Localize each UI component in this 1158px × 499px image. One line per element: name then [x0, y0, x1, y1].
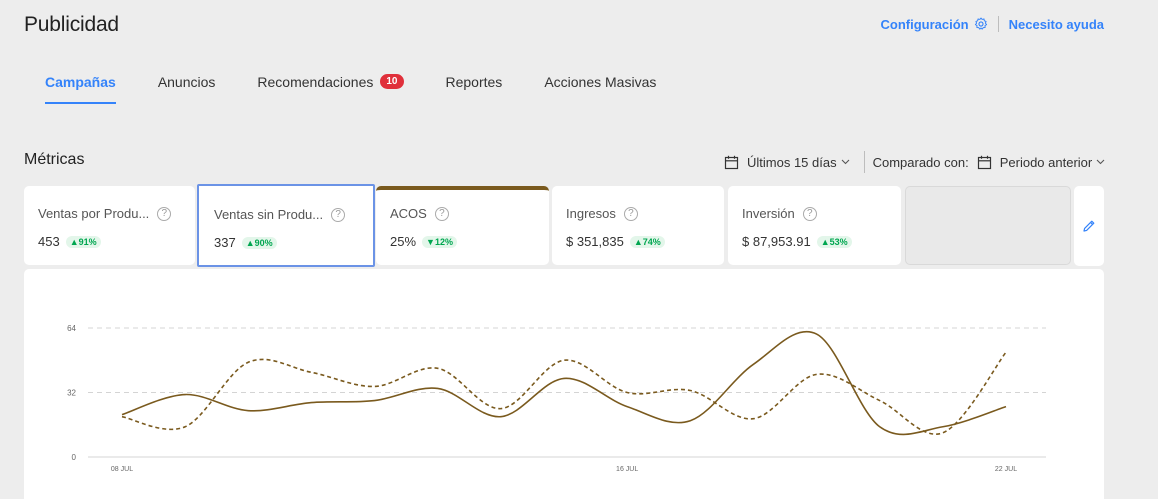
line-chart: 0 32 64 08 JUL 16 JUL 22 JUL: [67, 324, 1046, 473]
config-link[interactable]: Configuración: [881, 17, 988, 32]
y-tick-label: 32: [67, 389, 76, 398]
tab-label: Acciones Masivas: [544, 74, 657, 90]
period-value: Últimos 15 días: [747, 154, 837, 170]
chevron-down-icon: [841, 159, 849, 165]
divider: [863, 151, 865, 173]
metric-value-text: $ 351,835: [566, 234, 624, 249]
help-icon[interactable]: ?: [331, 207, 346, 222]
section-title: Métricas: [24, 151, 85, 168]
tab-reportes[interactable]: Reportes: [446, 74, 503, 104]
help-icon[interactable]: ?: [434, 206, 449, 221]
metric-card-ventas-sin-producto[interactable]: Ventas sin Produ... ? 337 ▲90%: [197, 184, 375, 267]
compare-dropdown[interactable]: Periodo anterior: [977, 155, 1106, 170]
y-tick-label: 0: [72, 453, 77, 462]
metric-value: $ 351,835 ▲74%: [566, 234, 665, 249]
top-links: Configuración Necesito ayuda: [881, 16, 1104, 32]
delta-badge: ▲74%: [629, 235, 665, 248]
metric-card-ventas-por-producto[interactable]: Ventas por Produ... ? 453 ▲91%: [24, 186, 195, 265]
metric-card-inversion[interactable]: Inversión ? $ 87,953.91 ▲53%: [728, 186, 901, 265]
metric-value-text: 337: [214, 235, 236, 250]
tab-label: Anuncios: [157, 74, 216, 90]
metric-value-text: 25%: [390, 234, 417, 249]
metric-card-acos[interactable]: ACOS ? 25% ▼12%: [376, 186, 549, 265]
metric-value: $ 87,953.91 ▲53%: [742, 234, 852, 249]
metric-value: 25% ▼12%: [390, 234, 457, 249]
x-tick-label: 16 JUL: [616, 466, 638, 473]
series-line-previous: [121, 351, 1007, 435]
pencil-icon: [1083, 220, 1095, 232]
tab-recomendaciones[interactable]: Recomendaciones 10: [257, 74, 404, 104]
delta-badge: ▼12%: [422, 235, 457, 248]
delta-badge: ▲90%: [241, 236, 277, 249]
x-tick-label: 22 JUL: [995, 466, 1017, 473]
config-label: Configuración: [880, 16, 969, 32]
metric-value-text: $ 87,953.91: [742, 234, 811, 249]
metric-value: 453 ▲91%: [38, 234, 101, 249]
compare-label: Comparado con:: [872, 154, 969, 170]
metric-name: Ventas por Produ... ?: [38, 206, 172, 221]
metric-name: Ventas sin Produ... ?: [214, 207, 346, 222]
metric-card-empty-slot[interactable]: [905, 186, 1071, 265]
count-badge: 10: [380, 74, 404, 89]
period-dropdown[interactable]: Últimos 15 días: [724, 155, 850, 170]
calendar-icon: [724, 155, 739, 169]
series-line-current: [121, 331, 1007, 436]
tab-campanas[interactable]: Campañas: [45, 74, 116, 104]
metric-name: Inversión ?: [742, 206, 817, 221]
metric-name-text: Ingresos: [566, 206, 616, 221]
divider: [997, 16, 999, 32]
metric-name-text: ACOS: [390, 206, 427, 221]
tab-label: Reportes: [445, 74, 503, 90]
filters-bar: Últimos 15 días Comparado con: Periodo a…: [724, 151, 1105, 173]
tab-anuncios[interactable]: Anuncios: [158, 74, 216, 104]
metric-name-text: Ventas sin Produ...: [214, 207, 324, 222]
tab-acciones-masivas[interactable]: Acciones Masivas: [544, 74, 656, 104]
tab-label: Campañas: [45, 74, 116, 90]
metric-value-text: 453: [38, 234, 60, 249]
calendar-icon: [977, 155, 991, 169]
page-title: Publicidad: [24, 13, 119, 36]
metric-name-text: Ventas por Produ...: [38, 206, 150, 221]
compare-value: Periodo anterior: [999, 154, 1093, 170]
y-tick-label: 64: [67, 324, 76, 333]
help-icon[interactable]: ?: [623, 206, 638, 221]
gear-icon: [974, 17, 987, 30]
x-tick-label: 08 JUL: [111, 466, 133, 473]
metric-name: ACOS ?: [390, 206, 449, 221]
chart-panel: 0 32 64 08 JUL 16 JUL 22 JUL: [24, 269, 1104, 499]
tab-bar: Campañas Anuncios Recomendaciones 10 Rep…: [45, 74, 698, 104]
help-icon[interactable]: ?: [157, 206, 172, 221]
edit-metrics-button[interactable]: [1074, 186, 1104, 266]
delta-badge: ▲53%: [816, 235, 852, 248]
metric-card-ingresos[interactable]: Ingresos ? $ 351,835 ▲74%: [552, 186, 724, 265]
help-link[interactable]: Necesito ayuda: [1008, 16, 1104, 32]
metric-name-text: Inversión: [742, 206, 795, 221]
tab-label: Recomendaciones: [257, 74, 374, 90]
chevron-down-icon: [1096, 159, 1105, 165]
metric-name: Ingresos ?: [566, 206, 638, 221]
delta-badge: ▲91%: [65, 235, 101, 248]
help-icon[interactable]: ?: [802, 206, 817, 221]
metric-value: 337 ▲90%: [214, 235, 277, 250]
